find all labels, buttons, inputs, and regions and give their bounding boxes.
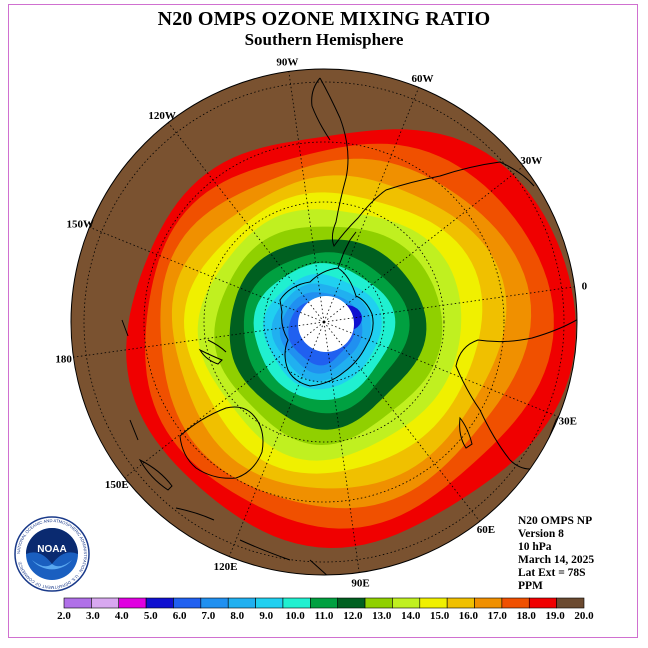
colorbar-swatch bbox=[392, 597, 421, 609]
longitude-label: 0 bbox=[582, 280, 588, 292]
colorbar-swatch bbox=[556, 597, 585, 609]
colorbar-swatch bbox=[118, 597, 147, 609]
meridian-line bbox=[323, 80, 422, 323]
coastline bbox=[179, 406, 264, 479]
colorbar-swatch bbox=[364, 597, 393, 609]
coastline bbox=[459, 416, 473, 449]
colorbar-label: 19.0 bbox=[545, 610, 565, 622]
coastline bbox=[337, 231, 357, 269]
longitude-label: 150E bbox=[105, 479, 129, 491]
coastline bbox=[198, 348, 223, 365]
map-subtitle: Southern Hemisphere bbox=[244, 30, 404, 49]
noaa-logo-text: NOAA bbox=[37, 544, 66, 555]
colorbar-label: 12.0 bbox=[343, 610, 363, 622]
colorbar-swatch bbox=[474, 597, 503, 609]
info-panel: N20 OMPS NP Version 8 10 hPa March 14, 2… bbox=[518, 515, 594, 593]
colorbar-label: 9.0 bbox=[259, 610, 273, 622]
coastline bbox=[138, 458, 173, 491]
colorbar-label: 5.0 bbox=[144, 610, 158, 622]
colorbar-label: 14.0 bbox=[401, 610, 421, 622]
coastline bbox=[279, 267, 374, 387]
colorbar-label: 2.0 bbox=[57, 610, 71, 622]
longitude-label: 60W bbox=[412, 73, 434, 85]
meridian-line bbox=[323, 285, 577, 323]
map-title: N20 OMPS OZONE MIXING RATIO bbox=[157, 8, 491, 30]
colorbar-label: 3.0 bbox=[86, 610, 100, 622]
colorbar-label: 4.0 bbox=[115, 610, 129, 622]
colorbar: 2.0 3.0 4.0 5.0 6.0 7.0 8.0 9.0 10.0 11.0 12.0 13.0… bbox=[57, 597, 594, 622]
colorbar-label: 10.0 bbox=[285, 610, 305, 622]
colorbar-swatch bbox=[337, 597, 366, 609]
info-product: N20 OMPS NP bbox=[518, 515, 593, 527]
noaa-logo: NOAA NATIONAL OCEANIC AND ATMOSPHERIC AD… bbox=[14, 516, 90, 592]
info-lat-ext: Lat Ext = 78S bbox=[518, 567, 586, 579]
colorbar-swatch bbox=[282, 597, 311, 609]
info-level: 10 hPa bbox=[518, 541, 552, 553]
longitude-labels: 90W 60W 30W 0 30E 60E 90E 120E 150E 180 150W 120W bbox=[55, 57, 587, 590]
info-units: PPM bbox=[518, 580, 543, 592]
colorbar-swatch bbox=[446, 597, 475, 609]
colorbar-swatch bbox=[227, 597, 256, 609]
colorbar-swatch bbox=[91, 597, 120, 609]
coastline bbox=[121, 319, 129, 337]
coastline bbox=[239, 539, 291, 561]
coastline bbox=[129, 419, 139, 441]
coastline bbox=[207, 339, 227, 353]
colorbar-swatch bbox=[63, 597, 92, 609]
figure-frame bbox=[8, 4, 638, 638]
colorbar-swatch bbox=[255, 597, 284, 609]
latitude-circle bbox=[83, 81, 565, 563]
colorbar-label: 8.0 bbox=[230, 610, 244, 622]
coastline bbox=[175, 507, 215, 521]
colorbar-label: 18.0 bbox=[517, 610, 537, 622]
meridian-line bbox=[163, 116, 325, 323]
meridian-line bbox=[71, 321, 325, 359]
longitude-label: 90W bbox=[276, 57, 298, 69]
meridian-line bbox=[323, 321, 361, 575]
meridian-line bbox=[82, 224, 325, 323]
longitude-label: 90E bbox=[351, 577, 369, 589]
longitude-label: 60E bbox=[477, 524, 495, 536]
colorbar-swatch bbox=[528, 597, 557, 609]
colorbar-label: 7.0 bbox=[202, 610, 216, 622]
longitude-label: 120E bbox=[214, 561, 238, 573]
colorbar-label: 17.0 bbox=[488, 610, 508, 622]
meridian-line bbox=[323, 321, 566, 420]
meridian-line bbox=[226, 321, 325, 564]
latitude-circle bbox=[143, 141, 505, 503]
colorbar-label: 11.0 bbox=[315, 610, 334, 622]
colorbar-swatch bbox=[200, 597, 229, 609]
meridian-line bbox=[323, 161, 530, 323]
coastline bbox=[319, 77, 535, 248]
meridian-line bbox=[287, 69, 325, 323]
colorbar-swatch bbox=[310, 597, 338, 609]
colorbar-label: 16.0 bbox=[459, 610, 479, 622]
longitude-label: 180 bbox=[55, 354, 72, 366]
colorbar-swatch bbox=[419, 597, 448, 609]
coastline bbox=[309, 559, 331, 575]
longitude-label: 30E bbox=[559, 416, 577, 428]
latitude-circle bbox=[263, 261, 385, 383]
latitude-circle bbox=[203, 201, 445, 443]
longitude-label: 150W bbox=[66, 219, 94, 231]
colorbar-label: 6.0 bbox=[173, 610, 187, 622]
colorbar-label: 15.0 bbox=[430, 610, 450, 622]
info-date: March 14, 2025 bbox=[518, 554, 595, 566]
colorbar-swatch bbox=[145, 597, 174, 609]
colorbar-label: 13.0 bbox=[372, 610, 392, 622]
meridian-line bbox=[118, 321, 325, 483]
colorbar-swatch bbox=[501, 597, 530, 609]
longitude-label: 30W bbox=[520, 155, 542, 167]
colorbar-label: 20.0 bbox=[574, 610, 594, 622]
graticule bbox=[71, 69, 577, 575]
colorbar-swatch bbox=[173, 597, 202, 609]
coastline bbox=[311, 77, 331, 141]
meridian-line bbox=[323, 321, 485, 528]
map-boundary bbox=[70, 68, 578, 576]
longitude-label: 120W bbox=[148, 110, 176, 122]
info-version: Version 8 bbox=[518, 528, 564, 540]
